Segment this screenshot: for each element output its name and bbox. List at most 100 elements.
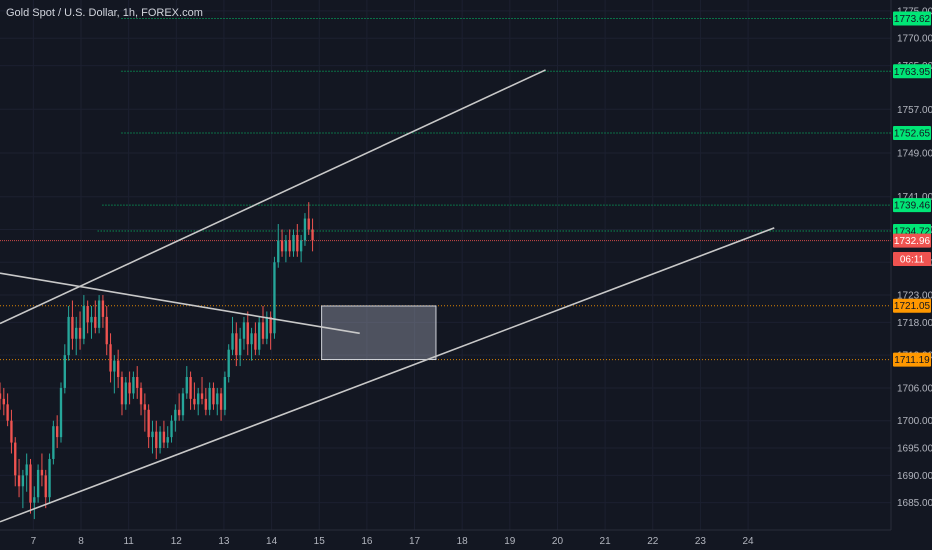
candle-body <box>277 240 280 263</box>
zones <box>321 305 437 361</box>
price-labels: 1773.62 1763.95 1752.65 1739.46 1734.721732.… <box>893 11 931 367</box>
candle-body <box>181 393 185 416</box>
candle-body <box>162 431 166 443</box>
price-label-current-bg <box>893 233 931 248</box>
candle-body <box>177 409 181 416</box>
candle-body <box>227 349 230 378</box>
candle-body <box>139 387 143 405</box>
candle-body <box>14 442 17 476</box>
candle-body <box>132 377 135 394</box>
price-tick-label: 1757.00 <box>897 105 932 116</box>
candle-body <box>2 398 5 405</box>
candle-body <box>261 322 265 339</box>
candle-body <box>231 333 234 350</box>
candle-body <box>265 316 269 339</box>
price-tick-label: 1723.00 <box>897 291 932 302</box>
candle-body <box>155 431 158 449</box>
price-label-orange: 1721.05 <box>894 301 931 312</box>
candle-body <box>185 377 188 394</box>
time-tick-label: 22 <box>647 536 659 547</box>
candle-body <box>254 333 257 350</box>
time-tick-label: 14 <box>266 536 278 547</box>
candle-body <box>189 377 192 399</box>
candle-body <box>269 316 272 334</box>
time-tick-label: 12 <box>171 536 183 547</box>
price-tick-label: 1700.00 <box>897 416 932 427</box>
candle-body <box>296 234 299 252</box>
candle-body <box>48 458 51 498</box>
candle-body <box>105 316 108 345</box>
time-tick-label: 11 <box>123 536 134 547</box>
candle-body <box>223 377 227 410</box>
candle-body <box>29 464 32 503</box>
price-label-green-bg <box>893 198 931 213</box>
candle-body <box>151 431 154 438</box>
time-tick-label: 7 <box>31 536 37 547</box>
price-tick-label: 1695.00 <box>897 444 932 455</box>
candle-body <box>174 409 177 421</box>
candle-body <box>40 469 44 476</box>
price-axis[interactable] <box>891 0 932 550</box>
candle-body <box>17 475 21 487</box>
price-label-orange-bg <box>893 352 931 367</box>
price-label-green: 1752.65 <box>894 129 931 140</box>
candle-body <box>44 475 47 498</box>
candle-body <box>59 387 63 438</box>
trend-line[interactable] <box>0 69 546 325</box>
price-label-green-bg <box>893 11 931 26</box>
candle-body <box>33 497 36 503</box>
candle-body <box>204 398 208 410</box>
price-label-green-bg <box>893 126 931 141</box>
candle-body <box>90 316 93 323</box>
candle-body <box>250 333 253 345</box>
trend-line[interactable] <box>0 272 360 335</box>
time-tick-label: 15 <box>314 536 326 547</box>
candle-body <box>67 316 70 356</box>
candle-body <box>242 322 246 339</box>
candle-body <box>94 316 97 328</box>
candle-body <box>10 420 13 443</box>
candle-body <box>288 240 291 252</box>
price-label-green: 1734.72 <box>894 227 931 238</box>
candle-body <box>101 300 105 317</box>
price-tick-label: 1706.00 <box>897 383 932 394</box>
price-tick-label: 1685.00 <box>897 498 932 509</box>
candle-body <box>82 305 86 339</box>
candle-body <box>86 305 89 323</box>
candle-body <box>128 382 131 394</box>
trend-lines[interactable] <box>0 69 775 523</box>
candle-body <box>158 431 162 449</box>
candle-body <box>273 262 276 334</box>
candle-body <box>109 344 112 372</box>
price-label-timer-bg <box>893 251 931 266</box>
candle-body <box>166 437 169 443</box>
candle-body <box>55 426 59 438</box>
time-tick-label: 19 <box>504 536 516 547</box>
price-label-current: 1732.96 <box>894 236 931 247</box>
candle-body <box>71 316 74 339</box>
candle-body <box>280 240 284 252</box>
trend-line[interactable] <box>0 227 775 523</box>
candle-body <box>311 229 314 241</box>
candle-body <box>36 469 40 498</box>
candle-body <box>258 322 261 350</box>
candle-body <box>208 387 211 410</box>
candle-body <box>124 382 127 405</box>
candle-body <box>292 234 295 252</box>
candle-body <box>63 355 66 388</box>
candle-body <box>307 218 310 230</box>
time-tick-label: 20 <box>552 536 564 547</box>
time-axis[interactable] <box>0 530 932 550</box>
price-tick-label: 1718.00 <box>897 318 932 329</box>
candle-body <box>78 327 82 339</box>
candle-body <box>75 327 78 339</box>
price-tick-label: 1741.00 <box>897 192 932 203</box>
candle-body <box>21 475 25 487</box>
candle-body <box>284 240 288 252</box>
support-zone <box>321 305 437 361</box>
candle-body <box>25 464 28 476</box>
candle-body <box>303 218 307 241</box>
candle-body <box>147 409 150 438</box>
